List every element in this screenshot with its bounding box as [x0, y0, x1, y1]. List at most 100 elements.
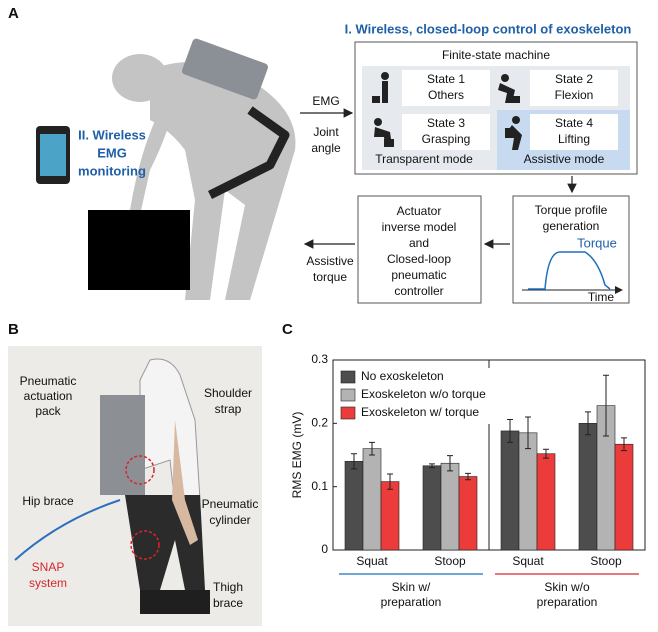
shape — [512, 116, 520, 124]
photo-label: Thigh — [213, 580, 243, 594]
mode-label: Assistive mode — [524, 152, 605, 166]
backpack — [182, 38, 268, 100]
error-bar — [603, 374, 609, 437]
x-tick-label: Stoop — [590, 554, 622, 568]
shape — [130, 530, 160, 560]
bar — [440, 462, 460, 551]
y-axis-label: RMS EMG (mV) — [290, 412, 304, 499]
phone-screen — [40, 134, 66, 176]
error-bar — [387, 473, 393, 490]
photo-label: Hip brace — [22, 494, 74, 508]
group-label: preparation — [381, 595, 442, 609]
torque-box — [512, 195, 630, 304]
monitoring-label: II. Wireless — [78, 127, 146, 142]
state-box — [402, 70, 490, 106]
state-box — [530, 70, 618, 106]
state-name: State 1 — [427, 72, 465, 86]
shape — [140, 590, 210, 614]
shape — [172, 420, 198, 545]
error-bar — [447, 455, 453, 472]
shape — [374, 118, 382, 126]
bar — [518, 432, 538, 551]
controller-box — [357, 195, 482, 304]
torque-curve-label: Torque — [577, 235, 617, 250]
bar — [422, 465, 442, 551]
photo-label: cylinder — [209, 513, 250, 527]
error-bar — [429, 463, 435, 469]
shape — [139, 358, 201, 506]
bar — [500, 430, 520, 551]
joint-label: angle — [311, 141, 341, 155]
group-label: Skin w/o — [544, 580, 590, 594]
error-bar — [369, 441, 375, 456]
controller-label: Actuator — [397, 204, 442, 218]
panel-label: C — [282, 321, 293, 338]
state-box — [530, 114, 618, 150]
bar — [614, 443, 634, 551]
person-photo — [14, 358, 210, 614]
error-bar — [543, 448, 549, 459]
bar — [536, 453, 556, 551]
state-phase: Flexion — [555, 88, 594, 102]
error-bar — [525, 416, 531, 450]
y-tick-label: 0 — [321, 542, 328, 556]
state-icons — [372, 72, 522, 150]
mode-label: Transparent mode — [375, 152, 473, 166]
error-bar — [465, 472, 471, 481]
x-tick-label: Stoop — [434, 554, 466, 568]
error-bar — [621, 437, 627, 452]
panel-title: I. Wireless, closed-loop control of exos… — [345, 21, 632, 36]
photo-label: Pneumatic — [202, 497, 259, 511]
torque-box-label: Torque profile — [535, 203, 608, 217]
error-bar — [507, 419, 513, 443]
photo-label: Shoulder — [204, 386, 252, 400]
controller-label: inverse model — [382, 220, 457, 234]
legend-swatch — [340, 406, 356, 420]
controller-label: and — [409, 236, 429, 250]
torque-box-label: generation — [543, 219, 600, 233]
state-phase: Others — [428, 88, 464, 102]
state-box — [402, 114, 490, 150]
shape — [122, 110, 170, 224]
time-label: Time — [588, 290, 615, 304]
state-name: State 2 — [555, 72, 593, 86]
monitoring-label: monitoring — [78, 163, 146, 178]
torque-curve — [528, 251, 611, 290]
group-label: Skin w/ — [392, 580, 431, 594]
shape — [381, 72, 389, 80]
assistive-label: Assistive — [306, 254, 354, 268]
state-name: State 4 — [555, 116, 593, 130]
shape — [505, 128, 515, 138]
controller-label: pneumatic — [391, 268, 446, 282]
legend-label: Exoskeleton w/o torque — [361, 387, 486, 401]
shape — [372, 96, 380, 103]
bar — [344, 461, 364, 551]
x-tick-label: Squat — [356, 554, 388, 568]
shape — [501, 74, 509, 82]
bar — [458, 476, 478, 551]
exoskeleton — [207, 106, 290, 200]
photo-label: pack — [35, 404, 61, 418]
state-phase: Grasping — [422, 132, 471, 146]
y-tick-label: 0.3 — [311, 352, 328, 366]
controller-label: Closed-loop — [387, 252, 451, 266]
photo-label: system — [29, 576, 67, 590]
bar — [578, 423, 598, 551]
joint-label: Joint — [313, 125, 339, 139]
legend-swatch — [340, 388, 356, 402]
shape — [14, 499, 121, 561]
arrows — [300, 108, 577, 249]
photo-label: SNAP — [32, 560, 65, 574]
state-phase: Lifting — [558, 132, 590, 146]
photo-label: Pneumatic — [20, 374, 77, 388]
error-bar — [351, 453, 357, 470]
panel-label: A — [8, 5, 19, 22]
x-tick-label: Squat — [512, 554, 544, 568]
shape — [384, 139, 394, 147]
legend-label: Exoskeleton w/ torque — [361, 405, 479, 419]
controller-label: controller — [394, 284, 443, 298]
bar — [362, 448, 382, 551]
monitoring-label: EMG — [97, 145, 127, 160]
y-tick-label: 0.2 — [311, 416, 328, 430]
bar — [380, 481, 400, 551]
